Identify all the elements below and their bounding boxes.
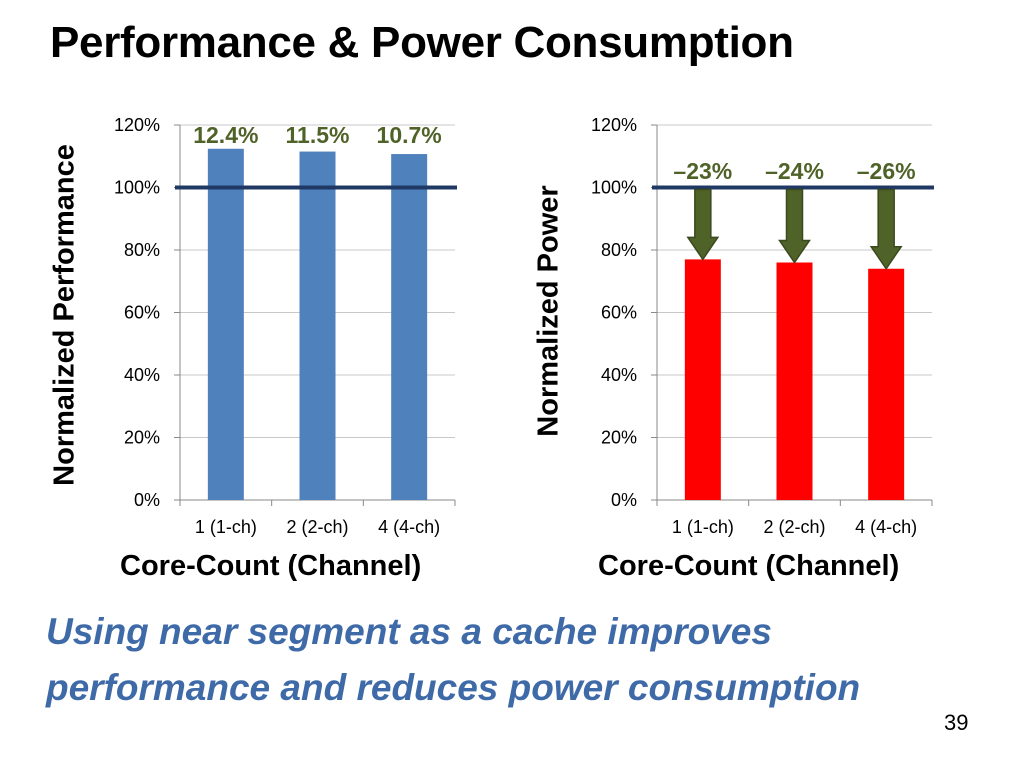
chart-0-ytick-label: 100% [114,178,160,198]
chart-0-ytick-label: 40% [124,365,160,385]
chart-1-ytick-label: 0% [611,490,637,510]
chart-1-category-label: 2 (2-ch) [763,517,825,537]
chart-0-ytick-label: 120% [114,115,160,135]
chart-1-bar [684,259,721,500]
chart-0-ylabel: Normalized Performance [48,144,81,486]
chart-0-data-label: 12.4% [193,122,258,148]
conclusion-line-1: Using near segment as a cache improves [46,611,772,652]
chart-0-category-label: 1 (1-ch) [195,517,257,537]
chart-0-xlabel: Core-Count (Channel) [120,550,422,582]
slide-number: 39 [944,710,969,735]
conclusion-text: Using near segment as a cache improves p… [46,604,986,716]
chart-1-ylabel: Normalized Power [532,185,565,437]
chart-1-ytick-label: 60% [601,303,637,323]
charts-canvas: 0% 20% 40% 60% 80% 100% 120% 1 (1-ch) 2 (2-ch) 4 … [114,115,934,537]
chart-1-data-label: –24% [765,158,824,184]
chart-0-data-label: 10.7% [377,122,442,148]
chart-0-ytick-label: 80% [124,240,160,260]
chart-0-category-label: 2 (2-ch) [286,517,348,537]
chart-1-reduction-arrow [686,188,720,261]
chart-1-xlabel: Core-Count (Channel) [598,550,900,582]
chart-0-bar [299,151,336,500]
chart-1-category-label: 1 (1-ch) [672,517,734,537]
chart-0-data-label: 11.5% [286,122,350,148]
chart-0-bar [391,154,428,500]
chart-1-ytick-label: 40% [601,365,637,385]
chart-1-reduction-arrow [869,188,903,271]
chart-1-ytick-label: 80% [601,240,637,260]
chart-1-ytick-label: 100% [591,178,637,198]
chart-0-ytick-label: 60% [124,303,160,323]
chart-0-ytick-label: 0% [134,490,160,510]
chart-1-ytick-label: 20% [601,428,637,448]
slide-title: Performance & Power Consumption [50,18,794,67]
conclusion-line-2: performance and reduces power consumptio… [46,667,861,708]
chart-1-category-label: 4 (4-ch) [855,517,917,537]
chart-1-data-label: –23% [673,158,732,184]
chart-0-category-label: 4 (4-ch) [378,517,440,537]
chart-1-data-label: –26% [857,158,916,184]
chart-1-bar [868,268,905,500]
chart-0-bar [207,148,244,500]
chart-1-bar [776,262,813,500]
chart-1-reduction-arrow [778,188,811,264]
chart-0-ytick-label: 20% [124,428,160,448]
chart-1-ytick-label: 120% [591,115,637,135]
